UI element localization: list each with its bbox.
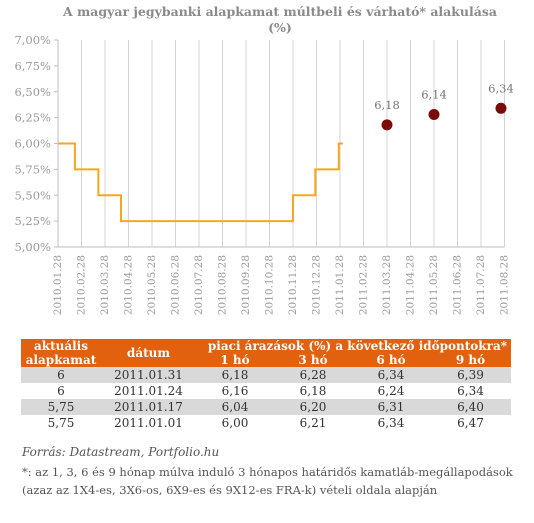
table-row: 5,75 2011.01.01 6,00 6,21 6,34 6,47: [21, 415, 511, 431]
table-row: 6 2011.01.24 6,16 6,18 6,24 6,34: [21, 383, 511, 399]
cell-current-rate: 5,75: [47, 400, 75, 414]
y-tick-label: 5,50%: [14, 188, 51, 202]
x-tick-label: 2010.05.28: [146, 255, 158, 315]
y-tick-label: 5,75%: [14, 162, 51, 176]
x-tick-label: 2011.01.28: [334, 255, 346, 315]
header-current-rate-line2: alapkamat: [25, 353, 97, 367]
cell-9m: 6,39: [457, 368, 484, 382]
subheader-3m: 3 hó: [298, 353, 328, 367]
subheader-6m: 6 hó: [376, 353, 406, 367]
cell-3m: 6,20: [299, 400, 327, 414]
x-tick-label: 2010.03.28: [99, 255, 111, 315]
forecast-point: [428, 109, 440, 121]
header-current-rate: aktuális alapkamat: [21, 339, 101, 367]
cell-1m: 6,18: [221, 368, 249, 382]
forecast-point: [495, 102, 507, 114]
y-tick-label: 6,00%: [14, 137, 51, 151]
cell-current-rate: 6: [57, 368, 65, 382]
cell-date: 2011.01.17: [114, 400, 183, 414]
x-tick-label: 2011.08.28: [499, 255, 511, 315]
cell-1m: 6,04: [221, 400, 249, 414]
cell-9m: 6,40: [457, 400, 484, 414]
cell-1m: 6,00: [221, 416, 249, 430]
x-tick-label: 2010.11.28: [287, 255, 299, 315]
forecast-point-label: 6,14: [421, 88, 447, 102]
header-market-pricing: piaci árazások (%) a következő időpontok…: [207, 339, 507, 353]
x-tick-label: 2011.03.28: [381, 255, 393, 315]
cell-6m: 6,31: [377, 400, 405, 414]
x-tick-label: 2011.02.28: [358, 255, 370, 315]
cell-date: 2011.01.01: [114, 416, 183, 430]
x-tick-label: 2011.04.28: [405, 255, 417, 315]
x-tick-label: 2010.12.28: [311, 255, 323, 315]
cell-3m: 6,21: [299, 416, 327, 430]
cell-9m: 6,47: [457, 416, 484, 430]
x-tick-label: 2010.06.28: [170, 255, 182, 315]
x-tick-label: 2010.01.28: [52, 255, 64, 315]
cell-6m: 6,34: [377, 368, 405, 382]
x-tick-label: 2011.07.28: [475, 255, 487, 315]
y-tick-label: 7,00%: [14, 33, 51, 47]
pricing-table-wrapper: aktuális alapkamat dátum piaci árazások …: [21, 339, 511, 431]
rate-chart: 2010.01.28 2010.02.28 2010.03.28 2010.04.28…: [14, 33, 514, 315]
y-tick-label: 5,00%: [14, 240, 51, 254]
source-note: Forrás: Datastream, Portfolio.hu: [22, 445, 220, 459]
base-rate-line: [58, 142, 343, 223]
cell-date: 2011.01.24: [114, 384, 183, 398]
table-row: 6 2011.01.31 6,18 6,28 6,34 6,39: [21, 367, 511, 383]
y-tick-label: 6,50%: [14, 85, 51, 99]
x-tick-label: 2010.09.28: [240, 255, 252, 315]
header-current-rate-line1: aktuális: [33, 339, 88, 353]
x-tick-label: 2010.08.28: [217, 255, 229, 315]
cell-date: 2011.01.31: [114, 368, 183, 382]
cell-3m: 6,28: [299, 368, 327, 382]
cell-9m: 6,34: [457, 384, 484, 398]
y-tick-label: 6,25%: [14, 111, 51, 125]
x-tick-label: 2010.07.28: [193, 255, 205, 315]
x-tick-label: 2010.02.28: [76, 255, 88, 315]
chart-title: A magyar jegybanki alapkamat múltbeli és…: [62, 4, 498, 35]
cell-3m: 6,18: [299, 384, 327, 398]
cell-6m: 6,34: [377, 416, 405, 430]
y-tick-label: 5,25%: [14, 214, 51, 228]
forecast-point: [381, 119, 393, 131]
pricing-table: aktuális alapkamat dátum piaci árazások …: [21, 339, 511, 431]
header-date: dátum: [126, 346, 171, 360]
table-header-row: aktuális alapkamat dátum piaci árazások …: [21, 339, 511, 367]
cell-6m: 6,24: [377, 384, 405, 398]
cell-current-rate: 5,75: [47, 416, 75, 430]
x-tick-label: 2010.04.28: [123, 255, 135, 315]
cell-current-rate: 6: [57, 384, 65, 398]
table-row: 5,75 2011.01.17 6,04 6,20 6,31 6,40: [21, 399, 511, 415]
subheader-1m: 1 hó: [220, 353, 250, 367]
x-tick-label: 2010.10.28: [264, 255, 276, 315]
forecast-point-label: 6,34: [488, 81, 514, 95]
cell-1m: 6,16: [221, 384, 249, 398]
y-tick-label: 6,75%: [14, 59, 51, 73]
x-tick-label: 2011.06.28: [452, 255, 464, 315]
x-tick-label: 2011.05.28: [428, 255, 440, 315]
subheader-9m: 9 hó: [455, 353, 486, 367]
footnote: *: az 1, 3, 6 és 9 hónap múlva induló 3 …: [22, 465, 513, 497]
forecast-point-label: 6,18: [374, 98, 400, 112]
